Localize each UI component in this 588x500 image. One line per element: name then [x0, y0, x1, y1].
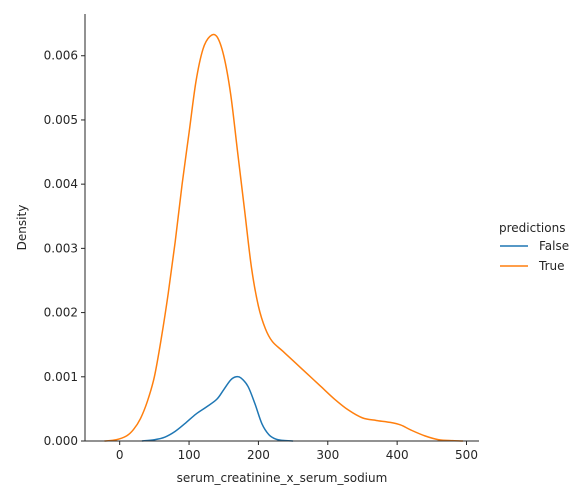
y-tick-label: 0.001	[44, 370, 78, 384]
x-tick-label: 300	[316, 448, 339, 462]
y-tick-label: 0.005	[44, 113, 78, 127]
y-tick-label: 0.004	[44, 177, 78, 191]
x-tick-label: 100	[178, 448, 201, 462]
x-tick-label: 500	[455, 448, 478, 462]
plot-area	[104, 33, 464, 442]
x-axis-ticks: 0 100 200 300 400 500	[116, 441, 478, 462]
density-line-true	[104, 33, 464, 442]
x-tick-label: 0	[116, 448, 124, 462]
legend-label: False	[539, 239, 569, 253]
x-axis-label: serum_creatinine_x_serum_sodium	[177, 471, 388, 485]
legend-label: True	[538, 259, 565, 273]
y-tick-label: 0.000	[44, 434, 78, 448]
y-tick-label: 0.002	[44, 306, 78, 320]
x-tick-label: 200	[247, 448, 270, 462]
y-axis-label: Density	[15, 205, 29, 251]
density-line-false	[141, 375, 294, 442]
y-axis-ticks: 0.000 0.001 0.002 0.003 0.004 0.005 0.006	[44, 49, 85, 448]
y-tick-label: 0.006	[44, 49, 78, 63]
legend: predictions False True	[499, 221, 569, 273]
legend-title: predictions	[499, 221, 565, 235]
x-tick-label: 400	[386, 448, 409, 462]
y-tick-label: 0.003	[44, 241, 78, 255]
